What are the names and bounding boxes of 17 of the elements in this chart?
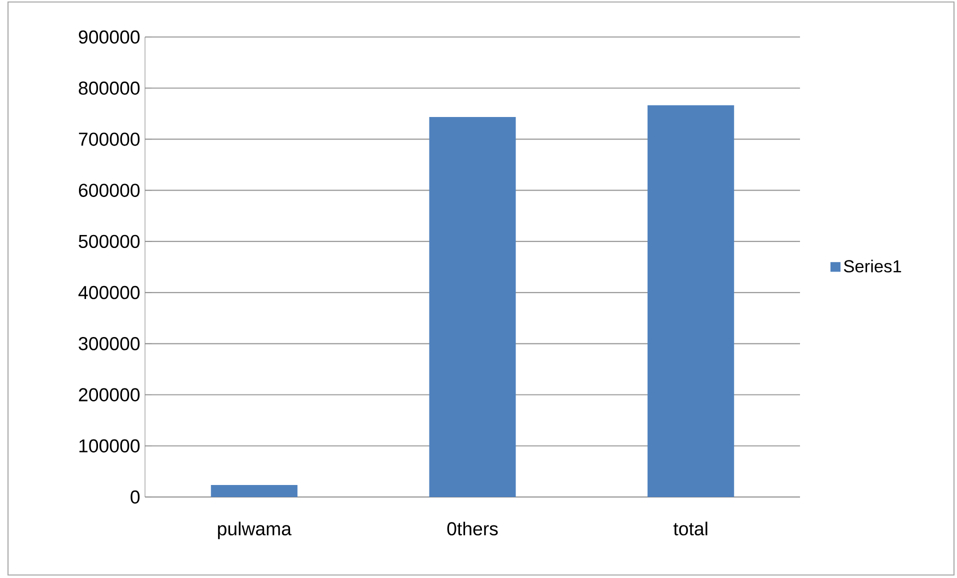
y-tick-label: 800000	[78, 81, 140, 95]
y-tick-label: 500000	[78, 234, 140, 248]
y-tick-label: 400000	[78, 286, 140, 300]
x-tick-label: total	[673, 522, 708, 536]
y-tick-label: 200000	[78, 388, 140, 402]
y-tick-label: 0	[130, 490, 140, 504]
legend-label: Series1	[844, 260, 902, 272]
bar	[210, 484, 298, 497]
y-tick-label: 100000	[79, 439, 140, 452]
bar	[429, 116, 516, 497]
y-tick-label: 300000	[78, 337, 140, 350]
bar	[648, 105, 734, 497]
x-tick-label: 0thers	[447, 522, 498, 536]
y-tick-label: 700000	[78, 132, 140, 146]
y-tick-label: 600000	[78, 184, 140, 197]
y-tick-label: 900000	[78, 30, 140, 44]
x-tick-label: pulwama	[218, 522, 292, 540]
